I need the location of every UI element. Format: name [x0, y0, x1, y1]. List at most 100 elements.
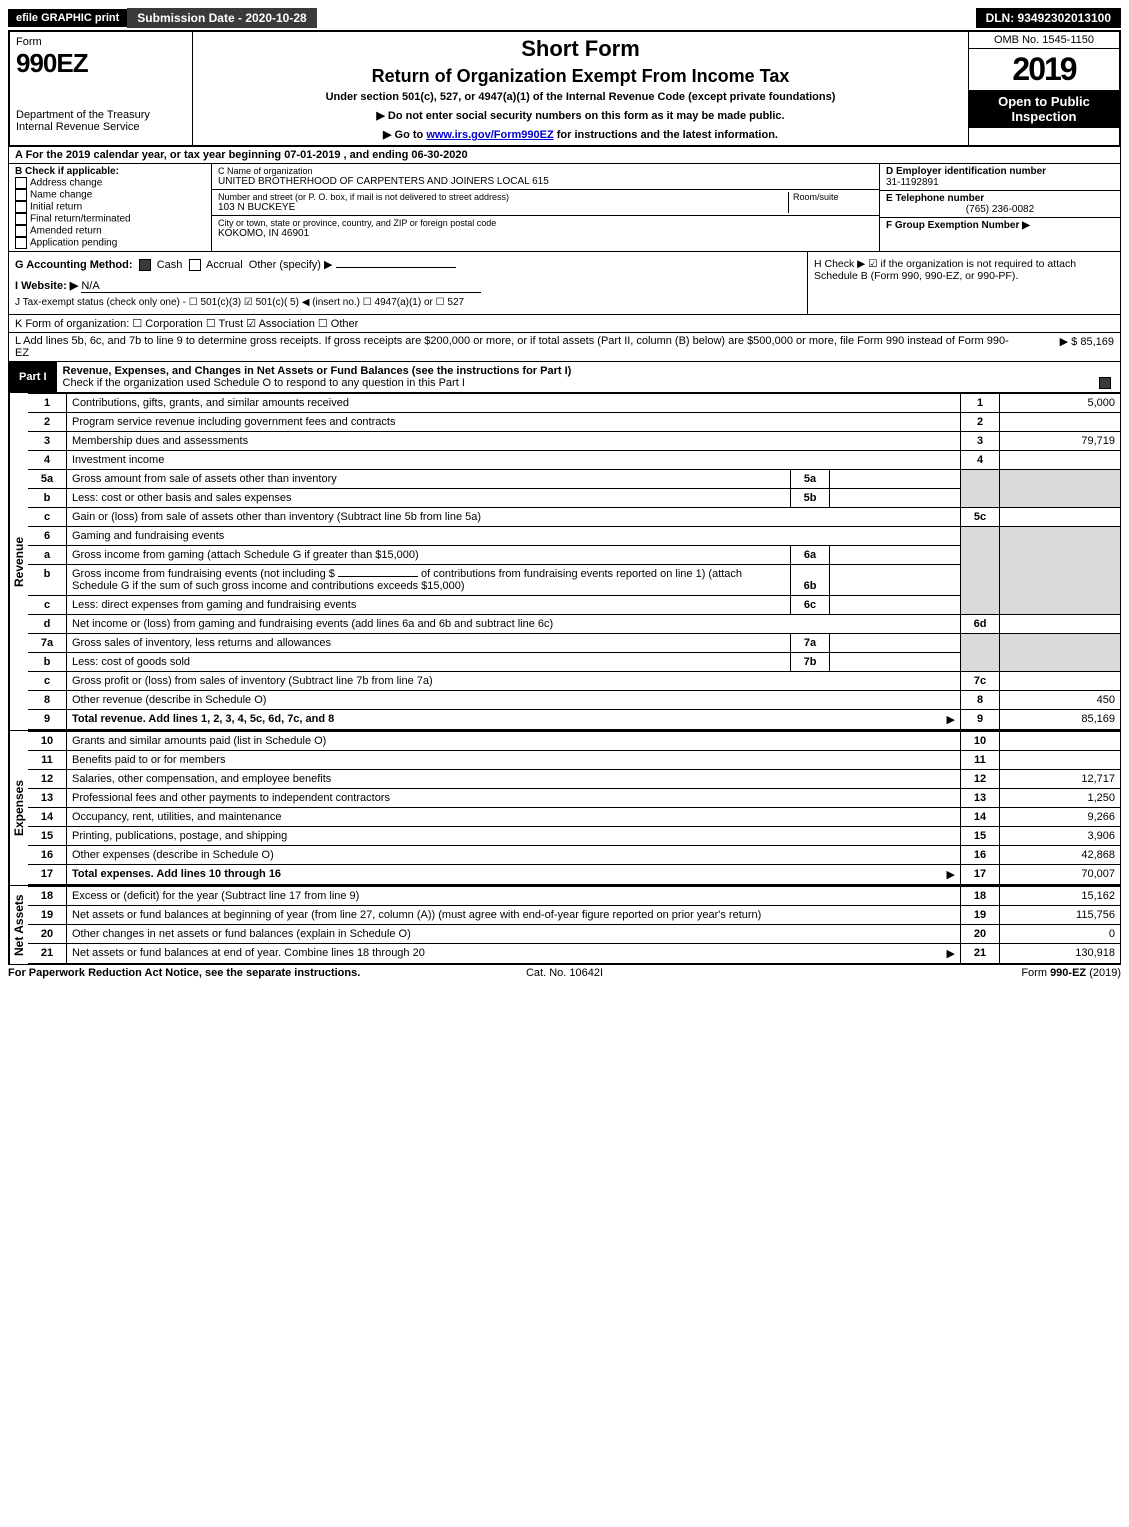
catalog-number: Cat. No. 10642I [379, 967, 750, 979]
irs-label: Internal Revenue Service [16, 121, 186, 133]
net-assets-section: Net Assets 18Excess or (deficit) for the… [8, 886, 1121, 965]
street-address: 103 N BUCKEYE [218, 202, 788, 213]
telephone-label: E Telephone number [886, 193, 1114, 204]
line-13: 13Professional fees and other payments t… [28, 789, 1120, 808]
line-5a: 5aGross amount from sale of assets other… [28, 470, 1120, 489]
expenses-label: Expenses [9, 731, 28, 885]
section-l-value: ▶ $ 85,169 [1014, 335, 1114, 359]
sections-bcd: B Check if applicable: Address change Na… [8, 164, 1121, 252]
city-label: City or town, state or province, country… [218, 218, 873, 228]
efile-print-button[interactable]: efile GRAPHIC print [8, 9, 127, 27]
line-7b: bLess: cost of goods sold7b [28, 653, 1120, 672]
section-k: K Form of organization: ☐ Corporation ☐ … [8, 315, 1121, 333]
goto-instructions: ▶ Go to www.irs.gov/Form990EZ for instru… [199, 128, 962, 141]
ein-value: 31-1192891 [886, 177, 1114, 188]
check-accrual[interactable] [189, 259, 201, 271]
net-assets-table: 18Excess or (deficit) for the year (Subt… [28, 886, 1120, 964]
org-name-label: C Name of organization [218, 166, 873, 176]
line-7c: cGross profit or (loss) from sales of in… [28, 672, 1120, 691]
tax-year: 2019 [969, 49, 1119, 90]
part1-label: Part I [9, 362, 57, 392]
line-6a: aGross income from gaming (attach Schedu… [28, 546, 1120, 565]
paperwork-notice: For Paperwork Reduction Act Notice, see … [8, 967, 379, 979]
line-9: 9Total revenue. Add lines 1, 2, 3, 4, 5c… [28, 710, 1120, 730]
revenue-table: 1Contributions, gifts, grants, and simil… [28, 393, 1120, 730]
form-header: Form 990EZ Department of the Treasury In… [8, 30, 1121, 147]
section-g: G Accounting Method: Cash Accrual Other … [9, 252, 807, 314]
line-8: 8Other revenue (describe in Schedule O)8… [28, 691, 1120, 710]
under-section: Under section 501(c), 527, or 4947(a)(1)… [199, 91, 962, 103]
city-state-zip: KOKOMO, IN 46901 [218, 228, 873, 239]
form-label: Form [16, 36, 186, 48]
line-6d: dNet income or (loss) from gaming and fu… [28, 615, 1120, 634]
line-17: 17Total expenses. Add lines 10 through 1… [28, 865, 1120, 885]
part1-title: Revenue, Expenses, and Changes in Net As… [63, 365, 572, 377]
dept-treasury: Department of the Treasury [16, 109, 186, 121]
line-11: 11Benefits paid to or for members11 [28, 751, 1120, 770]
line-15: 15Printing, publications, postage, and s… [28, 827, 1120, 846]
form-number: 990EZ [16, 48, 186, 79]
expenses-table: 10Grants and similar amounts paid (list … [28, 731, 1120, 885]
page-footer: For Paperwork Reduction Act Notice, see … [8, 965, 1121, 979]
section-c: C Name of organization UNITED BROTHERHOO… [212, 164, 879, 251]
ein-label: D Employer identification number [886, 166, 1114, 177]
group-exemption-label: F Group Exemption Number ▶ [886, 220, 1114, 231]
section-l: L Add lines 5b, 6c, and 7b to line 9 to … [8, 333, 1121, 362]
telephone-value: (765) 236-0082 [886, 204, 1114, 215]
section-h: H Check ▶ ☑ if the organization is not r… [807, 252, 1120, 314]
line-16: 16Other expenses (describe in Schedule O… [28, 846, 1120, 865]
room-label: Room/suite [793, 192, 873, 202]
net-assets-label: Net Assets [9, 886, 28, 964]
accounting-method-label: G Accounting Method: [15, 259, 133, 271]
check-application-pending[interactable]: Application pending [15, 237, 205, 249]
line-20: 20Other changes in net assets or fund ba… [28, 925, 1120, 944]
submission-date: Submission Date - 2020-10-28 [127, 8, 316, 28]
form-version: Form 990-EZ (2019) [750, 967, 1121, 979]
line-18: 18Excess or (deficit) for the year (Subt… [28, 887, 1120, 906]
check-address-change[interactable]: Address change [15, 177, 205, 189]
website-label: I Website: ▶ [15, 280, 78, 292]
section-l-text: L Add lines 5b, 6c, and 7b to line 9 to … [15, 335, 1014, 359]
line-6c: cLess: direct expenses from gaming and f… [28, 596, 1120, 615]
expenses-section: Expenses 10Grants and similar amounts pa… [8, 731, 1121, 886]
line-7a: 7aGross sales of inventory, less returns… [28, 634, 1120, 653]
part1-check-text: Check if the organization used Schedule … [63, 377, 465, 389]
section-b: B Check if applicable: Address change Na… [9, 164, 212, 251]
header-left: Form 990EZ Department of the Treasury In… [10, 32, 193, 145]
org-name: UNITED BROTHERHOOD OF CARPENTERS AND JOI… [218, 176, 873, 187]
line-4: 4Investment income4 [28, 451, 1120, 470]
check-name-change[interactable]: Name change [15, 189, 205, 201]
line-6b: bGross income from fundraising events (n… [28, 565, 1120, 596]
part1-header: Part I Revenue, Expenses, and Changes in… [8, 362, 1121, 393]
line-5c: cGain or (loss) from sale of assets othe… [28, 508, 1120, 527]
header-center: Short Form Return of Organization Exempt… [193, 32, 968, 145]
sections-gh: G Accounting Method: Cash Accrual Other … [8, 252, 1121, 315]
irs-link[interactable]: www.irs.gov/Form990EZ [426, 129, 553, 141]
check-cash[interactable] [139, 259, 151, 271]
goto-pre: ▶ Go to [383, 129, 426, 141]
return-title: Return of Organization Exempt From Incom… [199, 66, 962, 87]
line-14: 14Occupancy, rent, utilities, and mainte… [28, 808, 1120, 827]
goto-post: for instructions and the latest informat… [554, 129, 778, 141]
check-amended-return[interactable]: Amended return [15, 225, 205, 237]
short-form-title: Short Form [199, 36, 962, 62]
open-public: Open to Public Inspection [969, 90, 1119, 128]
section-j: J Tax-exempt status (check only one) - ☐… [15, 297, 801, 308]
line-12: 12Salaries, other compensation, and empl… [28, 770, 1120, 789]
revenue-label: Revenue [9, 393, 28, 730]
revenue-section: Revenue 1Contributions, gifts, grants, a… [8, 393, 1121, 731]
part1-schedule-o-check[interactable] [1099, 377, 1111, 389]
line-1: 1Contributions, gifts, grants, and simil… [28, 394, 1120, 413]
line-5b: bLess: cost or other basis and sales exp… [28, 489, 1120, 508]
top-bar: efile GRAPHIC print Submission Date - 20… [8, 8, 1121, 28]
header-right: OMB No. 1545-1150 2019 Open to Public In… [968, 32, 1119, 145]
check-initial-return[interactable]: Initial return [15, 201, 205, 213]
omb-number: OMB No. 1545-1150 [969, 32, 1119, 49]
website-value: N/A [81, 280, 481, 293]
street-label: Number and street (or P. O. box, if mail… [218, 192, 788, 202]
section-b-label: B Check if applicable: [15, 166, 205, 177]
section-def: D Employer identification number 31-1192… [879, 164, 1120, 251]
line-21: 21Net assets or fund balances at end of … [28, 944, 1120, 964]
line-10: 10Grants and similar amounts paid (list … [28, 732, 1120, 751]
check-final-return[interactable]: Final return/terminated [15, 213, 205, 225]
